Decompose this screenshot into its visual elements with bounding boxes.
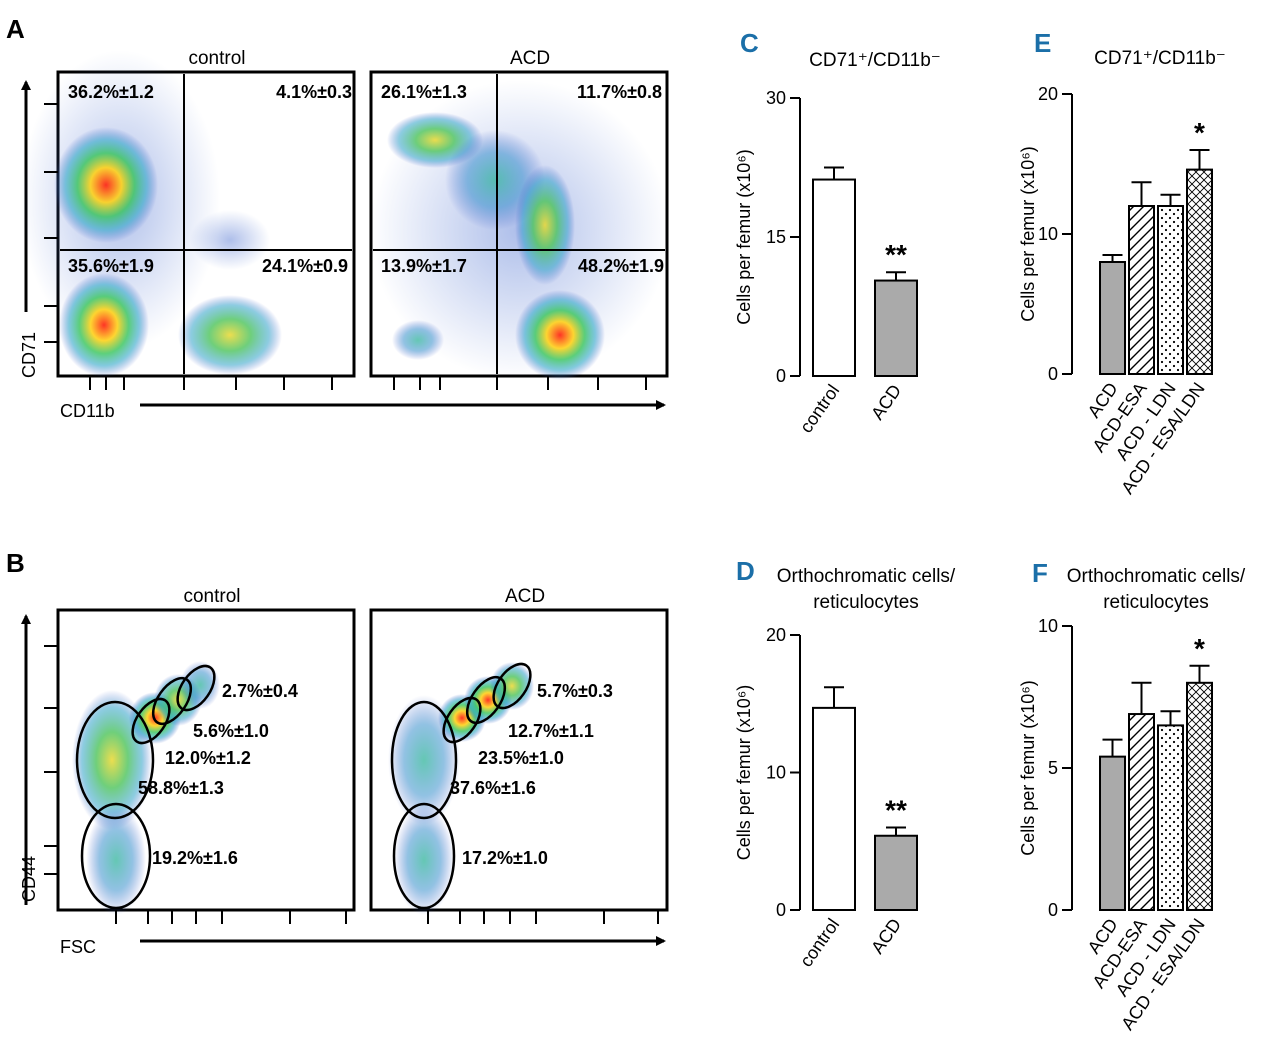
quadrant-upper-left: 26.1%±1.3 xyxy=(381,82,467,102)
gate-ellipse xyxy=(80,802,152,910)
panel-letter-a: A xyxy=(6,14,25,44)
y-tick-label: 0 xyxy=(1048,900,1058,920)
y-axis-label: Cells per femur (x10⁶) xyxy=(734,685,754,860)
panel-b-y-label: CD44 xyxy=(19,856,39,902)
y-tick-label: 20 xyxy=(766,625,786,645)
panel-letter-d: D xyxy=(736,556,755,586)
density-cloud xyxy=(370,80,670,380)
y-axis-label: Cells per femur (x10⁶) xyxy=(1018,146,1038,321)
y-tick-label: 15 xyxy=(766,227,786,247)
gate-ellipse xyxy=(392,802,456,910)
y-tick-label: 0 xyxy=(1048,364,1058,384)
plot-b-acd-title: ACD xyxy=(505,586,545,607)
bar xyxy=(812,178,856,377)
gate-label: 23.5%±1.0 xyxy=(478,748,564,768)
quadrant-upper-right: 11.7%±0.8 xyxy=(577,82,662,102)
plot-a-control-title: control xyxy=(188,48,245,69)
quadrant-lower-left: 35.6%±1.9 xyxy=(68,256,154,276)
bar xyxy=(1128,713,1155,911)
bar-charts: C CD71⁺/CD11b⁻ 0 15 30 Cells per femur (x10⁶)… xyxy=(734,28,1246,1034)
gate-label: 37.6%±1.6 xyxy=(450,778,536,798)
density-cloud xyxy=(388,662,534,915)
x-tick-label: ACD xyxy=(867,381,905,424)
gate-label: 19.2%±1.6 xyxy=(152,848,238,868)
gate-label: 5.6%±1.0 xyxy=(193,721,269,741)
quadrant-lower-right: 48.2%±1.9 xyxy=(578,256,664,276)
panel-a-y-label: CD71 xyxy=(19,332,39,378)
bar xyxy=(1157,205,1184,375)
density-cloud xyxy=(72,661,220,915)
x-tick-label: ACD xyxy=(867,915,905,958)
chart-f: F Orthochromatic cells/reticulocytes 0 5 10 C… xyxy=(1018,558,1246,1034)
significance-marker: ** xyxy=(885,795,907,826)
chart-title: CD71⁺/CD11b⁻ xyxy=(1094,48,1226,69)
plot-b-control-title: control xyxy=(183,586,240,607)
panel-b: B CD44 FSC control 2.7%±0.4 xyxy=(6,548,669,957)
chart-title: reticulocytes xyxy=(1103,592,1209,613)
chart-title: CD71⁺/CD11b⁻ xyxy=(809,50,941,71)
panel-letter-e: E xyxy=(1034,28,1051,58)
density-cloud xyxy=(20,50,282,377)
y-tick-label: 0 xyxy=(776,900,786,920)
significance-marker: * xyxy=(1194,633,1205,664)
gate-label: 12.0%±1.2 xyxy=(165,748,251,768)
panel-letter-f: F xyxy=(1032,558,1048,588)
gate-ellipse xyxy=(75,700,155,820)
plot-b-control: control 2.7%±0.4 5.6%±1.0 12.0%±1.2 58.8… xyxy=(44,586,356,924)
chart-c: C CD71⁺/CD11b⁻ 0 15 30 Cells per femur (x10⁶)… xyxy=(734,28,941,437)
significance-marker: * xyxy=(1194,117,1205,148)
gate-ellipse xyxy=(176,664,216,712)
chart-d: D Orthochromatic cells/reticulocytes 0 10 20… xyxy=(734,556,956,971)
bar xyxy=(1099,261,1126,375)
quadrant-lower-right: 24.1%±0.9 xyxy=(262,256,348,276)
panel-a: A CD71 CD11b control 36.2%±1.2 4.1%±0.3 … xyxy=(6,14,670,421)
gate-ellipse xyxy=(131,697,171,745)
gate-ellipse xyxy=(492,662,532,710)
bar xyxy=(1186,681,1213,911)
significance-marker: ** xyxy=(885,239,907,270)
quadrant-upper-right: 4.1%±0.3 xyxy=(276,82,352,102)
y-axis-label: Cells per femur (x10⁶) xyxy=(1018,680,1038,855)
bar xyxy=(1186,168,1213,375)
gate-ellipse xyxy=(390,700,458,820)
chart-e: E CD71⁺/CD11b⁻ 0 10 20 Cells per femur (x10⁶)… xyxy=(1018,28,1226,498)
bar xyxy=(874,279,918,378)
chart-title: Orthochromatic cells/ xyxy=(777,566,956,587)
x-tick-label: control xyxy=(796,915,843,971)
panel-letter-c: C xyxy=(740,28,759,58)
chart-title: Orthochromatic cells/ xyxy=(1067,566,1246,587)
y-tick-label: 10 xyxy=(1038,616,1058,636)
plot-a-acd-title: ACD xyxy=(510,48,550,69)
y-tick-label: 30 xyxy=(766,88,786,108)
plot-b-acd: ACD 5.7%±0.3 12.7%±1.1 23.5%±1.0 37.6%±1… xyxy=(369,586,669,924)
y-tick-label: 20 xyxy=(1038,84,1058,104)
y-tick-label: 5 xyxy=(1048,758,1058,778)
chart-title: reticulocytes xyxy=(813,592,919,613)
bar xyxy=(1099,755,1126,912)
panel-b-x-label: FSC xyxy=(60,937,96,957)
y-tick-label: 0 xyxy=(776,366,786,386)
gate-ellipse xyxy=(442,696,482,744)
bar xyxy=(1128,205,1155,375)
plot-a-control: control 36.2%±1.2 4.1%±0.3 35.6%±1.9 24.… xyxy=(20,48,356,390)
gate-label: 17.2%±1.0 xyxy=(462,848,548,868)
plot-a-acd: ACD 26.1%±1.3 11.7%±0.8 13.9%±1.7 48.2%±… xyxy=(369,48,670,390)
x-tick-label: control xyxy=(796,381,843,437)
bar xyxy=(812,706,856,911)
gate-label: 2.7%±0.4 xyxy=(222,681,298,701)
y-axis-label: Cells per femur (x10⁶) xyxy=(734,149,754,324)
gate-label: 5.7%±0.3 xyxy=(537,681,613,701)
bar xyxy=(874,834,918,911)
panel-letter-b: B xyxy=(6,548,25,578)
gate-label: 58.8%±1.3 xyxy=(138,778,224,798)
panel-a-x-label: CD11b xyxy=(60,401,115,421)
quadrant-lower-left: 13.9%±1.7 xyxy=(381,256,467,276)
quadrant-upper-left: 36.2%±1.2 xyxy=(68,82,154,102)
y-tick-label: 10 xyxy=(1038,224,1058,244)
gate-label: 12.7%±1.1 xyxy=(508,721,594,741)
y-tick-label: 10 xyxy=(766,763,786,783)
bar xyxy=(1157,724,1184,912)
